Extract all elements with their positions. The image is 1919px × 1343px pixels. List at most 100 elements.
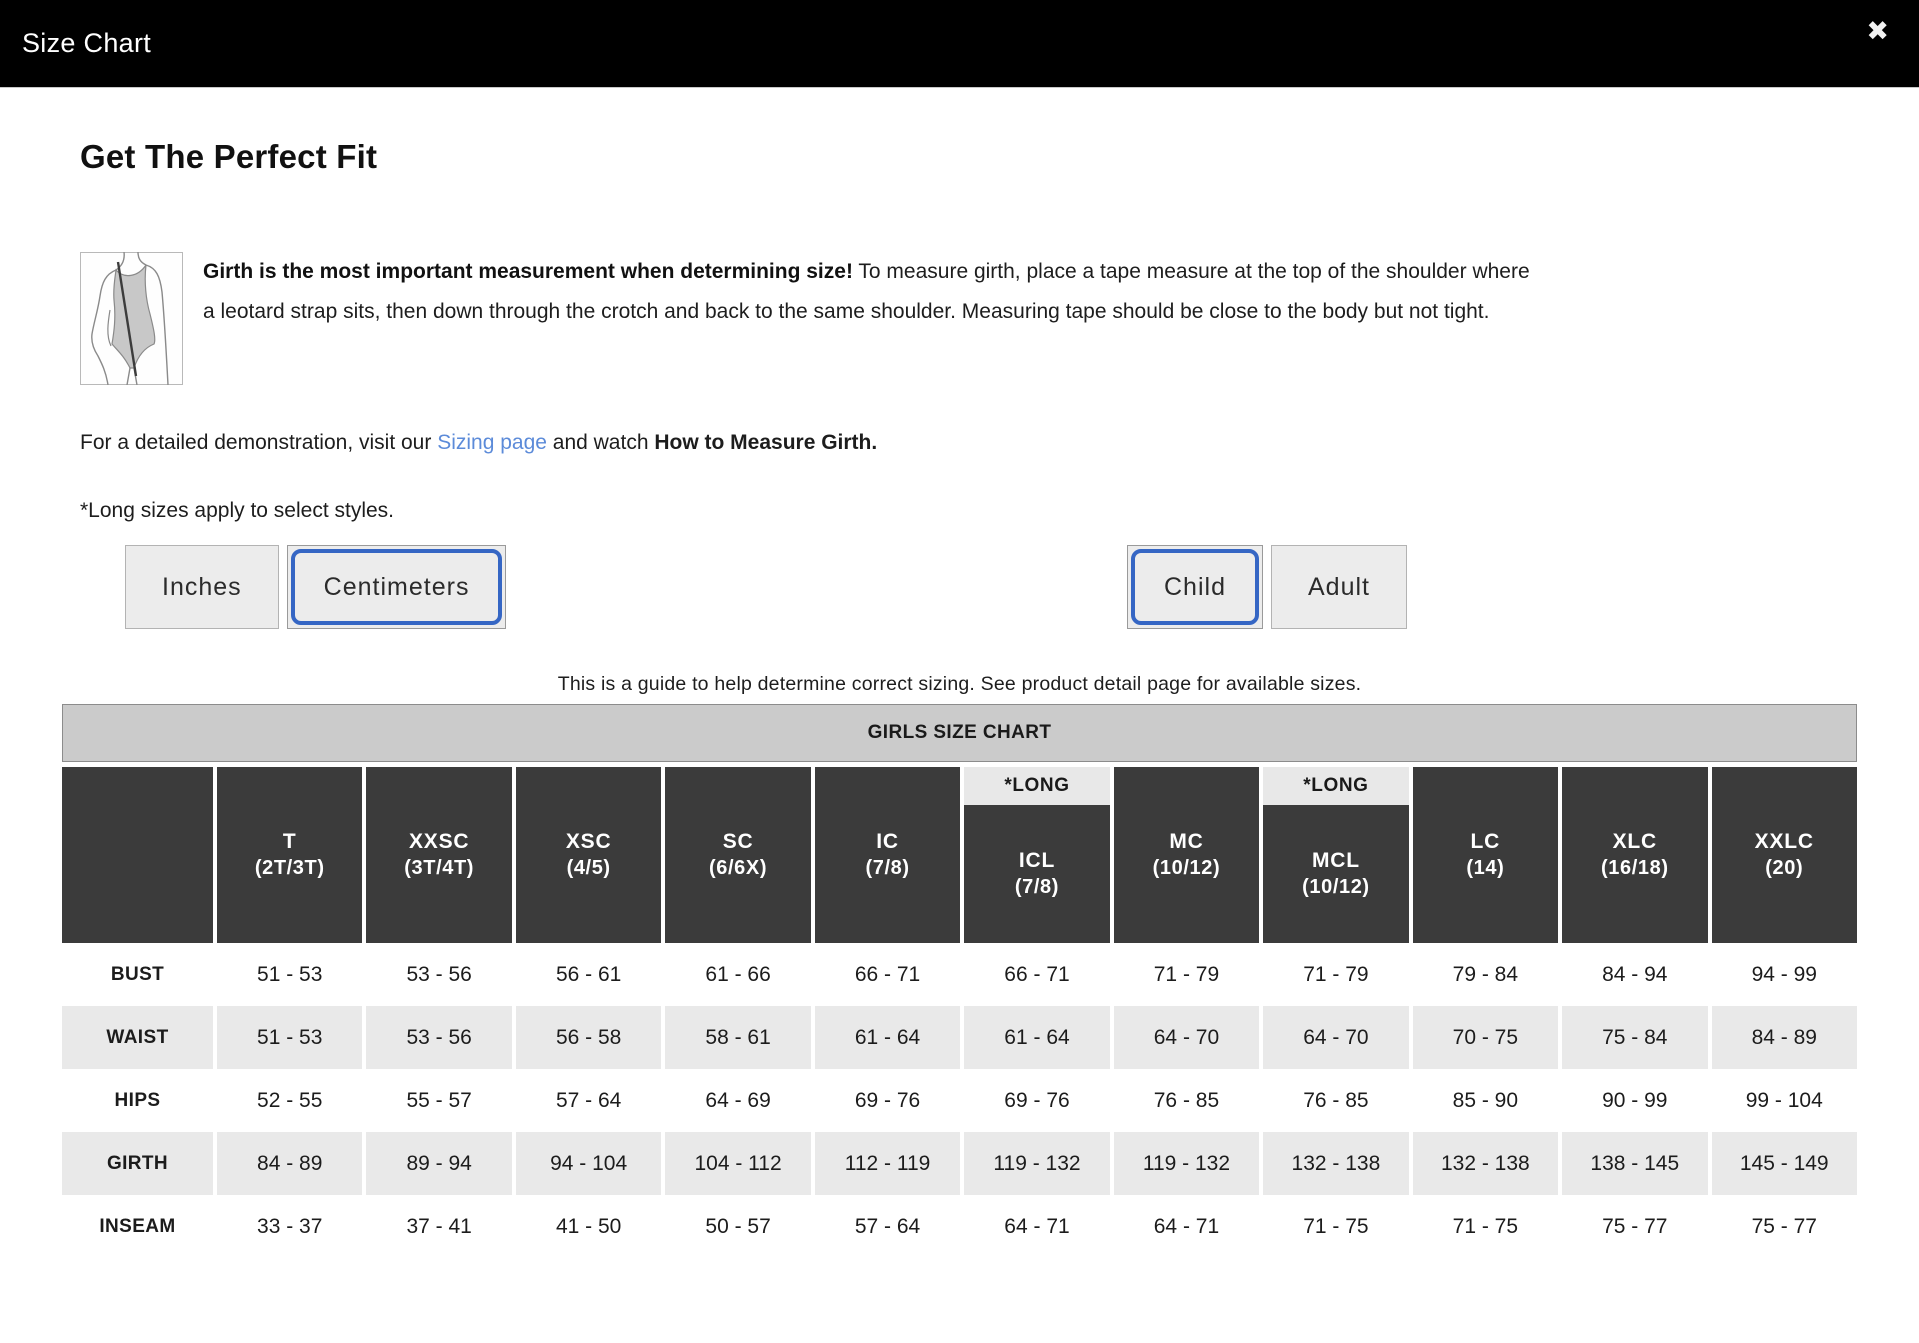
size-cell: 71 - 79 <box>1263 943 1409 1006</box>
toggle-controls: Inches Centimeters Child Adult <box>62 545 1857 629</box>
column-header-xxsc: XXSC (3T/4T) <box>366 767 512 943</box>
size-range: (20) <box>1765 857 1804 879</box>
size-cell: 53 - 56 <box>366 943 512 1006</box>
demo-middle: and watch <box>546 431 655 454</box>
column-header-box: IC (7/8) <box>814 767 961 943</box>
size-code: ICL <box>1018 849 1056 872</box>
column-header-box: MCL (10/12) <box>1263 805 1409 943</box>
close-icon[interactable]: ✖ <box>1862 14 1893 49</box>
size-code: MC <box>1169 830 1204 853</box>
size-range: (10/12) <box>1152 857 1221 879</box>
sizing-page-link[interactable]: Sizing page <box>437 431 547 454</box>
size-cell: 66 - 71 <box>814 943 961 1006</box>
size-cell: 138 - 145 <box>1562 1132 1708 1195</box>
size-cell: 70 - 75 <box>1412 1006 1559 1069</box>
column-header-box: XLC (16/18) <box>1562 767 1708 943</box>
size-cell: 71 - 79 <box>1113 943 1260 1006</box>
size-code: IC <box>876 830 899 853</box>
age-child-button[interactable]: Child <box>1127 545 1263 629</box>
demo-prefix: For a detailed demonstration, visit our <box>80 431 438 454</box>
size-cell: 56 - 61 <box>515 943 662 1006</box>
column-header-xsc: XSC (4/5) <box>515 767 662 943</box>
size-cell: 57 - 64 <box>515 1069 662 1132</box>
size-cell: 61 - 64 <box>814 1006 961 1069</box>
size-cell: 84 - 89 <box>1711 1006 1857 1069</box>
size-cell: 99 - 104 <box>1711 1069 1857 1132</box>
size-range: (4/5) <box>566 857 611 879</box>
size-cell: 94 - 99 <box>1711 943 1857 1006</box>
size-cell: 37 - 41 <box>366 1195 512 1258</box>
size-cell: 53 - 56 <box>366 1006 512 1069</box>
column-header-sc: SC (6/6X) <box>665 767 811 943</box>
size-cell: 71 - 75 <box>1263 1195 1409 1258</box>
size-cell: 64 - 71 <box>964 1195 1110 1258</box>
size-cell: 90 - 99 <box>1562 1069 1708 1132</box>
column-header-box: XXSC (3T/4T) <box>366 767 512 943</box>
size-cell: 41 - 50 <box>515 1195 662 1258</box>
size-cell: 69 - 76 <box>964 1069 1110 1132</box>
long-sizes-note: *Long sizes apply to select styles. <box>80 499 394 522</box>
size-cell: 132 - 138 <box>1263 1132 1409 1195</box>
age-toggle-group: Child Adult <box>1127 545 1407 629</box>
size-cell: 64 - 71 <box>1113 1195 1260 1258</box>
column-header-mc: MC (10/12) <box>1113 767 1260 943</box>
column-header-icl: *LONG ICL (7/8) <box>964 767 1110 943</box>
column-header-box: XSC (4/5) <box>515 767 662 943</box>
modal-header: Size Chart ✖ <box>0 0 1919 88</box>
column-header-box: MC (10/12) <box>1113 767 1260 943</box>
size-range: (2T/3T) <box>254 857 325 879</box>
demo-line: For a detailed demonstration, visit our … <box>80 429 1857 457</box>
guide-note: This is a guide to help determine correc… <box>557 673 1362 695</box>
size-cell: 55 - 57 <box>366 1069 512 1132</box>
column-header-box: SC (6/6X) <box>665 767 811 943</box>
girls-size-chart: GIRLS SIZE CHART T (2T/3T) XXSC (3T/4T) XSC (… <box>62 704 1857 1258</box>
column-header-xxlc: XXLC (20) <box>1711 767 1857 943</box>
size-code: XLC <box>1612 830 1657 853</box>
size-cell: 57 - 64 <box>814 1195 961 1258</box>
long-size-tag: *LONG <box>964 767 1110 805</box>
row-label-waist: WAIST <box>62 1006 213 1069</box>
size-cell: 50 - 57 <box>665 1195 811 1258</box>
leotard-illustration <box>80 251 183 386</box>
size-cell: 56 - 58 <box>515 1006 662 1069</box>
size-range: (7/8) <box>865 857 910 879</box>
unit-inches-button[interactable]: Inches <box>125 545 279 629</box>
age-adult-button[interactable]: Adult <box>1270 545 1407 629</box>
long-size-tag: *LONG <box>1263 767 1409 805</box>
size-cell: 84 - 89 <box>217 1132 363 1195</box>
row-label-girth: GIRTH <box>62 1132 213 1195</box>
size-cell: 64 - 70 <box>1263 1006 1409 1069</box>
size-code: MCL <box>1311 849 1360 872</box>
column-header-ic: IC (7/8) <box>814 767 961 943</box>
size-cell: 52 - 55 <box>217 1069 363 1132</box>
column-header-lc: LC (14) <box>1412 767 1559 943</box>
size-cell: 132 - 138 <box>1412 1132 1559 1195</box>
size-code: T <box>282 830 297 853</box>
size-cell: 76 - 85 <box>1113 1069 1260 1132</box>
size-range: (14) <box>1466 857 1505 879</box>
size-range: (7/8) <box>1014 876 1060 898</box>
unit-centimeters-button[interactable]: Centimeters <box>286 545 507 629</box>
size-range: (6/6X) <box>709 857 768 879</box>
size-cell: 51 - 53 <box>217 943 363 1006</box>
girth-section: Girth is the most important measurement … <box>80 251 1857 386</box>
row-label-hips: HIPS <box>62 1069 213 1132</box>
girth-rest-text: To measure girth, place a tape measure a… <box>203 260 1530 323</box>
size-cell: 76 - 85 <box>1263 1069 1409 1132</box>
size-code: XSC <box>565 830 612 853</box>
size-cell: 71 - 75 <box>1412 1195 1559 1258</box>
table-title-banner: GIRLS SIZE CHART <box>62 704 1857 762</box>
size-cell: 89 - 94 <box>366 1132 512 1195</box>
size-cell: 119 - 132 <box>964 1132 1110 1195</box>
size-code: XXLC <box>1754 830 1814 853</box>
size-cell: 64 - 69 <box>665 1069 811 1132</box>
size-cell: 64 - 70 <box>1113 1006 1260 1069</box>
size-cell: 69 - 76 <box>814 1069 961 1132</box>
page-title: Get The Perfect Fit <box>80 138 378 175</box>
size-range: (10/12) <box>1302 876 1370 898</box>
size-cell: 112 - 119 <box>814 1132 961 1195</box>
size-cell: 79 - 84 <box>1412 943 1559 1006</box>
size-code: XXSC <box>408 830 470 853</box>
size-cell: 84 - 94 <box>1562 943 1708 1006</box>
